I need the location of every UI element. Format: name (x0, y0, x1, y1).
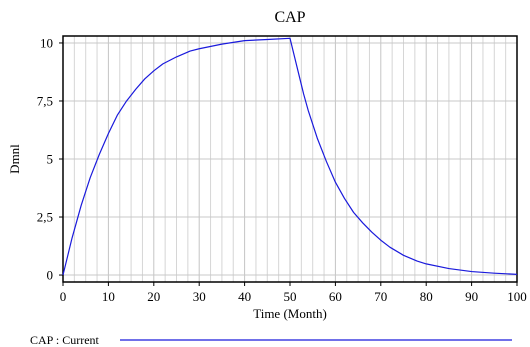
grid (63, 36, 517, 282)
y-axis-label: Dmnl (7, 144, 22, 174)
axis-ticks: 0 10 20 30 40 50 60 70 80 90 100 0 2,5 5 7,5 10 (37, 35, 527, 304)
legend: CAP : Current (30, 333, 512, 347)
x-tick-label: 30 (193, 289, 206, 304)
y-tick-label: 0 (47, 268, 54, 283)
x-tick-label: 100 (507, 289, 527, 304)
x-tick-label: 70 (374, 289, 387, 304)
x-tick-label: 50 (284, 289, 297, 304)
x-tick-label: 80 (420, 289, 433, 304)
x-tick-label: 20 (147, 289, 160, 304)
y-tick-label: 7,5 (37, 93, 53, 108)
x-axis-label: Time (Month) (253, 306, 327, 321)
x-tick-label: 90 (465, 289, 478, 304)
series-layer (62, 37, 518, 276)
legend-label: CAP : Current (30, 333, 100, 347)
x-tick-label: 40 (238, 289, 251, 304)
x-tick-label: 0 (60, 289, 67, 304)
y-tick-label: 5 (47, 152, 54, 167)
y-tick-label: 2,5 (37, 210, 53, 225)
x-tick-label: 60 (329, 289, 342, 304)
series-line (62, 37, 518, 276)
y-tick-label: 10 (40, 35, 53, 50)
chart-title: CAP (274, 9, 305, 26)
x-tick-label: 10 (102, 289, 115, 304)
